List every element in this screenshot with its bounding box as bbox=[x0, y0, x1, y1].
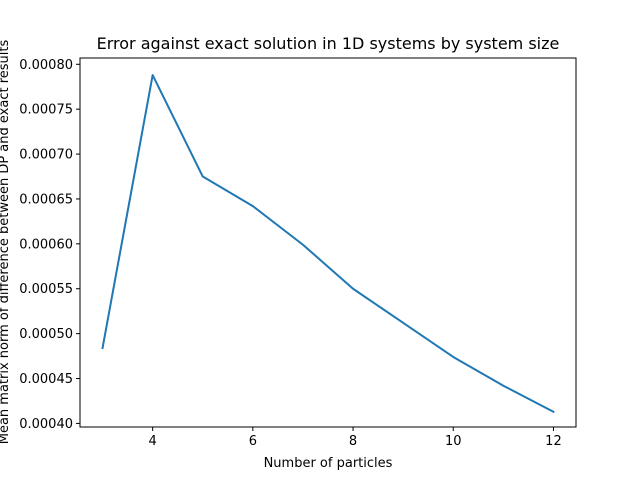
x-tick-label: 10 bbox=[445, 434, 462, 449]
chart-title: Error against exact solution in 1D syste… bbox=[97, 34, 560, 53]
y-axis-label: Mean matrix norm of difference between D… bbox=[0, 40, 12, 445]
y-tick-label: 0.00050 bbox=[19, 327, 73, 342]
y-tick-label: 0.00075 bbox=[19, 103, 73, 118]
y-tick-label: 0.00080 bbox=[19, 58, 73, 73]
x-axis-label: Number of particles bbox=[264, 456, 393, 471]
x-axis: 4 6 8 10 12 bbox=[149, 427, 562, 449]
y-tick-label: 0.00045 bbox=[19, 372, 73, 387]
y-tick-label: 0.00060 bbox=[19, 237, 73, 252]
series-layer bbox=[101, 74, 555, 414]
x-tick-label: 4 bbox=[149, 434, 157, 449]
y-tick-label: 0.00070 bbox=[19, 148, 73, 163]
x-tick-label: 8 bbox=[349, 434, 357, 449]
y-tick-label: 0.00065 bbox=[19, 192, 73, 207]
y-axis: 0.00040 0.00045 0.00050 0.00055 0.00060 0.000… bbox=[19, 58, 80, 432]
series-line bbox=[101, 74, 555, 414]
plot-frame bbox=[79, 57, 577, 428]
x-tick-label: 12 bbox=[545, 434, 562, 449]
y-tick-label: 0.00055 bbox=[19, 282, 73, 297]
x-tick-label: 6 bbox=[249, 434, 257, 449]
y-tick-label: 0.00040 bbox=[19, 417, 73, 432]
plot-area bbox=[80, 58, 576, 427]
